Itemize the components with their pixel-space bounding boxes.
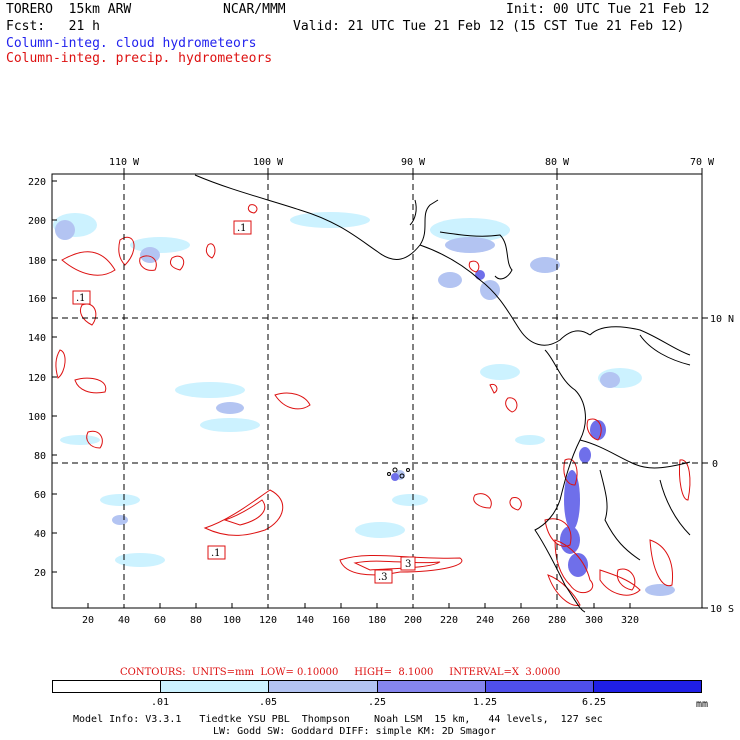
- grid-x-label: 280: [548, 615, 566, 626]
- grid-y-label: 20: [34, 568, 46, 579]
- grid-x-label: 220: [440, 615, 458, 626]
- grid-y-label: 140: [28, 333, 46, 344]
- legend-swatch: [161, 681, 270, 692]
- legend-tick: .05: [258, 697, 278, 708]
- grid-x-label: 20: [82, 615, 94, 626]
- lat-label: 10 N: [710, 314, 734, 325]
- lon-label: 90 W: [401, 157, 426, 168]
- model-title: TORERO 15km ARW: [6, 2, 132, 17]
- grid-x-label: 60: [154, 615, 166, 626]
- grid-y-label: 180: [28, 256, 46, 267]
- legend-tick: .25: [367, 697, 387, 708]
- field-precip-label: Column-integ. precip. hydrometeors: [6, 51, 273, 66]
- legend-unit: mm: [695, 699, 709, 710]
- grid-x-label: 320: [621, 615, 639, 626]
- grid-y-ticks: [52, 180, 57, 573]
- model-info: Model Info: V3.3.1 Tiedtke YSU PBL Thomp…: [73, 714, 603, 725]
- legend-colorbar: [52, 680, 702, 693]
- contour-label: .3: [378, 572, 388, 583]
- grid-y-label: 40: [34, 529, 46, 540]
- valid-time: Valid: 21 UTC Tue 21 Feb 12 (15 CST Tue …: [293, 19, 685, 34]
- field-cloud-label: Column-integ. cloud hydrometeors: [6, 36, 257, 51]
- grid-y-label: 160: [28, 294, 46, 305]
- precip-contours: [55, 204, 691, 606]
- cloud-shading-dark: [391, 270, 606, 577]
- contour-label: 3: [405, 559, 411, 570]
- grid-y-label: 220: [28, 177, 46, 188]
- lat-label: 0: [712, 459, 718, 470]
- forecast-hour: Fcst: 21 h: [6, 19, 100, 34]
- lon-label: 80 W: [545, 157, 570, 168]
- grid-y-label: 120: [28, 373, 46, 384]
- grid-x-label: 160: [332, 615, 350, 626]
- center-label: NCAR/MMM: [223, 2, 286, 17]
- grid-x-label: 200: [404, 615, 422, 626]
- grid-y-label: 60: [34, 490, 46, 501]
- init-time: Init: 00 UTC Tue 21 Feb 12: [506, 2, 710, 17]
- legend-tick: 6.25: [581, 697, 607, 708]
- coastlines: [194, 174, 691, 613]
- contour-label: .1: [211, 548, 221, 559]
- contours-info: CONTOURS: UNITS=mm LOW= 0.10000 HIGH= 8.…: [120, 667, 561, 678]
- grid-x-label: 180: [368, 615, 386, 626]
- grid-x-label: 40: [118, 615, 130, 626]
- legend-swatch: [269, 681, 378, 692]
- contour-label-boxes: [72, 220, 416, 584]
- cloud-shading-medium: [55, 220, 675, 596]
- grid-x-label: 260: [512, 615, 530, 626]
- grid-y-label: 80: [34, 451, 46, 462]
- grid-y-label: 200: [28, 216, 46, 227]
- grid-x-label: 120: [259, 615, 277, 626]
- legend-swatch: [485, 681, 594, 692]
- grid-x-label: 300: [585, 615, 603, 626]
- grid-x-label: 240: [476, 615, 494, 626]
- grid-x-ticks: [87, 603, 631, 608]
- lon-label: 100 W: [253, 157, 284, 168]
- grid-x-label: 80: [190, 615, 202, 626]
- legend-swatch: [53, 681, 162, 692]
- lon-label: 110 W: [109, 157, 140, 168]
- lat-lon-gridlines: [52, 174, 702, 608]
- contour-label: .1: [237, 223, 247, 234]
- cloud-shading-light: [53, 212, 642, 567]
- frame-ticks: [123, 168, 708, 609]
- grid-y-label: 100: [28, 412, 46, 423]
- legend-tick: 1.25: [472, 697, 498, 708]
- contour-label: .1: [76, 293, 86, 304]
- grid-x-label: 100: [223, 615, 241, 626]
- legend-tick: .01: [150, 697, 170, 708]
- legend-swatch: [593, 681, 702, 692]
- model-physics: LW: Godd SW: Goddard DIFF: simple KM: 2D…: [213, 726, 496, 737]
- lat-label: 10 S: [710, 604, 734, 615]
- grid-x-label: 140: [296, 615, 314, 626]
- lon-label: 70 W: [690, 157, 715, 168]
- legend-swatch: [377, 681, 486, 692]
